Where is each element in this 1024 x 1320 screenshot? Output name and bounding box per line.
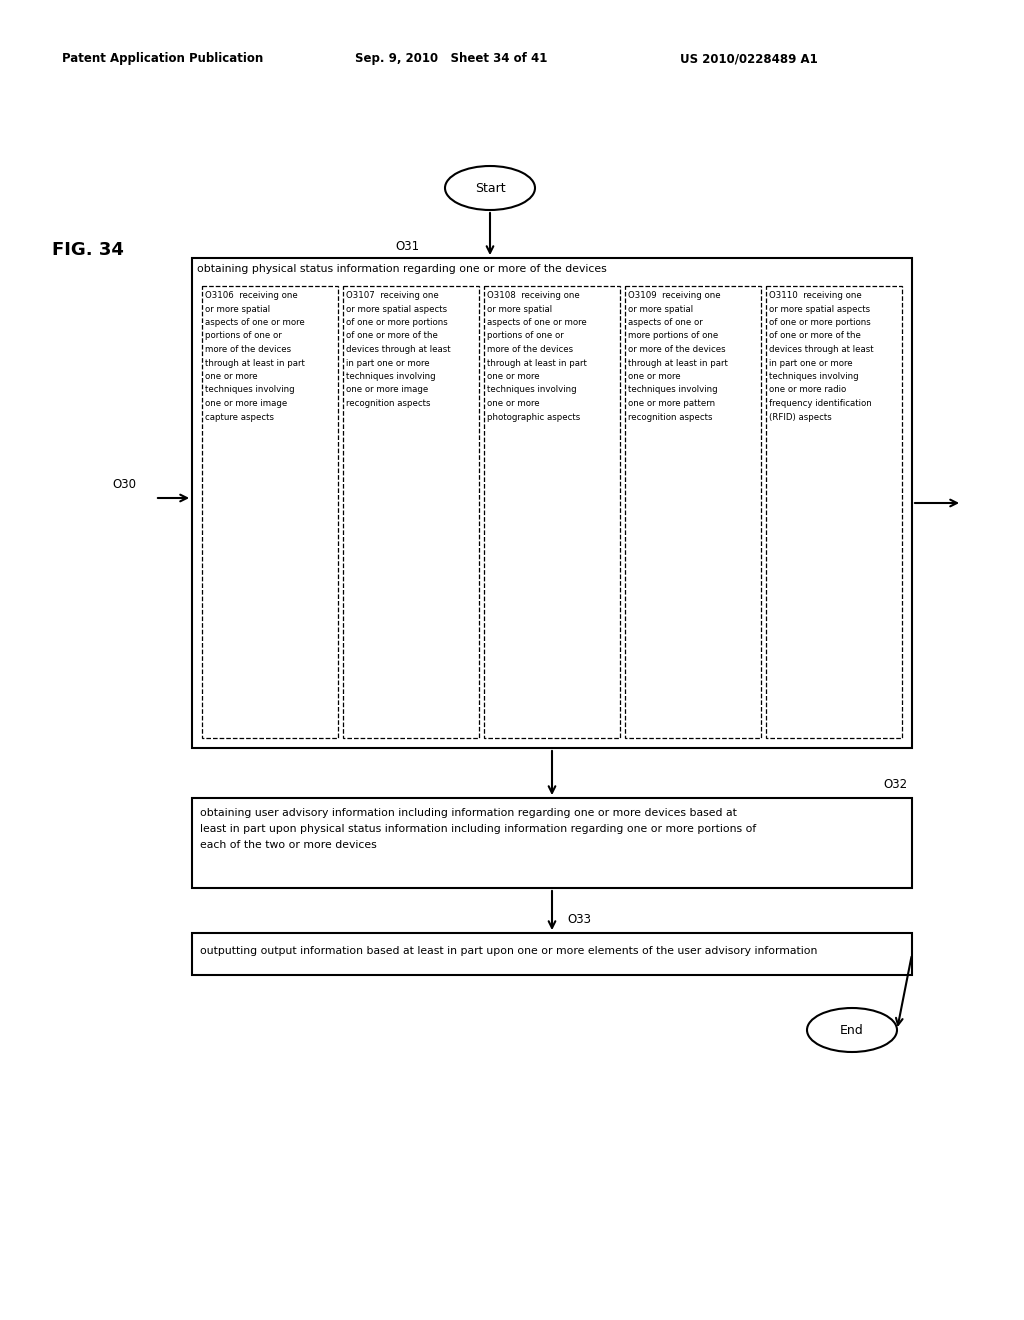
Text: techniques involving: techniques involving	[628, 385, 718, 395]
Text: in part one or more: in part one or more	[769, 359, 853, 367]
Text: outputting output information based at least in part upon one or more elements o: outputting output information based at l…	[200, 946, 817, 956]
Text: or more of the devices: or more of the devices	[628, 345, 726, 354]
Text: one or more: one or more	[487, 372, 540, 381]
Text: or more spatial: or more spatial	[205, 305, 270, 314]
Text: aspects of one or: aspects of one or	[628, 318, 702, 327]
Bar	[484, 286, 620, 738]
Text: techniques involving: techniques involving	[769, 372, 859, 381]
Text: O3110  receiving one: O3110 receiving one	[769, 290, 862, 300]
Text: aspects of one or more: aspects of one or more	[487, 318, 587, 327]
Text: O3108  receiving one: O3108 receiving one	[487, 290, 580, 300]
Text: more of the devices: more of the devices	[205, 345, 291, 354]
Text: through at least in part: through at least in part	[205, 359, 305, 367]
Text: each of the two or more devices: each of the two or more devices	[200, 840, 377, 850]
Bar	[193, 257, 912, 748]
Text: O3109  receiving one: O3109 receiving one	[628, 290, 721, 300]
Bar	[202, 286, 338, 738]
Text: obtaining user advisory information including information regarding one or more : obtaining user advisory information incl…	[200, 808, 737, 818]
Text: one or more image: one or more image	[346, 385, 428, 395]
Text: portions of one or: portions of one or	[205, 331, 282, 341]
Text: more portions of one: more portions of one	[628, 331, 718, 341]
Text: aspects of one or more: aspects of one or more	[205, 318, 305, 327]
Text: portions of one or: portions of one or	[487, 331, 564, 341]
Text: frequency identification: frequency identification	[769, 399, 871, 408]
Text: O33: O33	[567, 913, 591, 927]
Text: O31: O31	[395, 240, 419, 253]
Text: one or more: one or more	[205, 372, 258, 381]
Text: techniques involving: techniques involving	[346, 372, 435, 381]
Text: one or more image: one or more image	[205, 399, 288, 408]
Text: FIG. 34: FIG. 34	[52, 242, 124, 259]
Text: or more spatial: or more spatial	[628, 305, 693, 314]
Text: through at least in part: through at least in part	[628, 359, 728, 367]
Text: devices through at least: devices through at least	[769, 345, 873, 354]
Text: O30: O30	[112, 478, 136, 491]
Text: one or more: one or more	[628, 372, 681, 381]
Text: Start: Start	[475, 181, 505, 194]
Text: US 2010/0228489 A1: US 2010/0228489 A1	[680, 51, 818, 65]
Text: techniques involving: techniques involving	[205, 385, 295, 395]
Ellipse shape	[445, 166, 535, 210]
Text: more of the devices: more of the devices	[487, 345, 573, 354]
Text: or more spatial aspects: or more spatial aspects	[346, 305, 447, 314]
Text: of one or more portions: of one or more portions	[346, 318, 447, 327]
Text: Sep. 9, 2010   Sheet 34 of 41: Sep. 9, 2010 Sheet 34 of 41	[355, 51, 548, 65]
Bar	[193, 933, 912, 975]
Text: of one or more of the: of one or more of the	[769, 331, 861, 341]
Text: Patent Application Publication: Patent Application Publication	[62, 51, 263, 65]
Text: one or more radio: one or more radio	[769, 385, 846, 395]
Text: of one or more portions: of one or more portions	[769, 318, 870, 327]
Text: or more spatial: or more spatial	[487, 305, 552, 314]
Text: (RFID) aspects: (RFID) aspects	[769, 412, 831, 421]
Text: O32: O32	[883, 777, 907, 791]
Text: in part one or more: in part one or more	[346, 359, 430, 367]
Ellipse shape	[807, 1008, 897, 1052]
Text: or more spatial aspects: or more spatial aspects	[769, 305, 870, 314]
Text: photographic aspects: photographic aspects	[487, 412, 581, 421]
Text: End: End	[840, 1023, 864, 1036]
Text: one or more: one or more	[487, 399, 540, 408]
Text: least in part upon physical status information including information regarding o: least in part upon physical status infor…	[200, 824, 757, 834]
Bar	[625, 286, 761, 738]
Text: recognition aspects: recognition aspects	[346, 399, 430, 408]
Bar	[766, 286, 902, 738]
Bar	[193, 799, 912, 888]
Text: of one or more of the: of one or more of the	[346, 331, 438, 341]
Text: obtaining physical status information regarding one or more of the devices: obtaining physical status information re…	[197, 264, 607, 275]
Text: capture aspects: capture aspects	[205, 412, 274, 421]
Text: devices through at least: devices through at least	[346, 345, 451, 354]
Text: O3107  receiving one: O3107 receiving one	[346, 290, 438, 300]
Text: O3106  receiving one: O3106 receiving one	[205, 290, 298, 300]
Text: recognition aspects: recognition aspects	[628, 412, 713, 421]
Text: one or more pattern: one or more pattern	[628, 399, 715, 408]
Text: techniques involving: techniques involving	[487, 385, 577, 395]
Text: through at least in part: through at least in part	[487, 359, 587, 367]
Bar	[343, 286, 479, 738]
